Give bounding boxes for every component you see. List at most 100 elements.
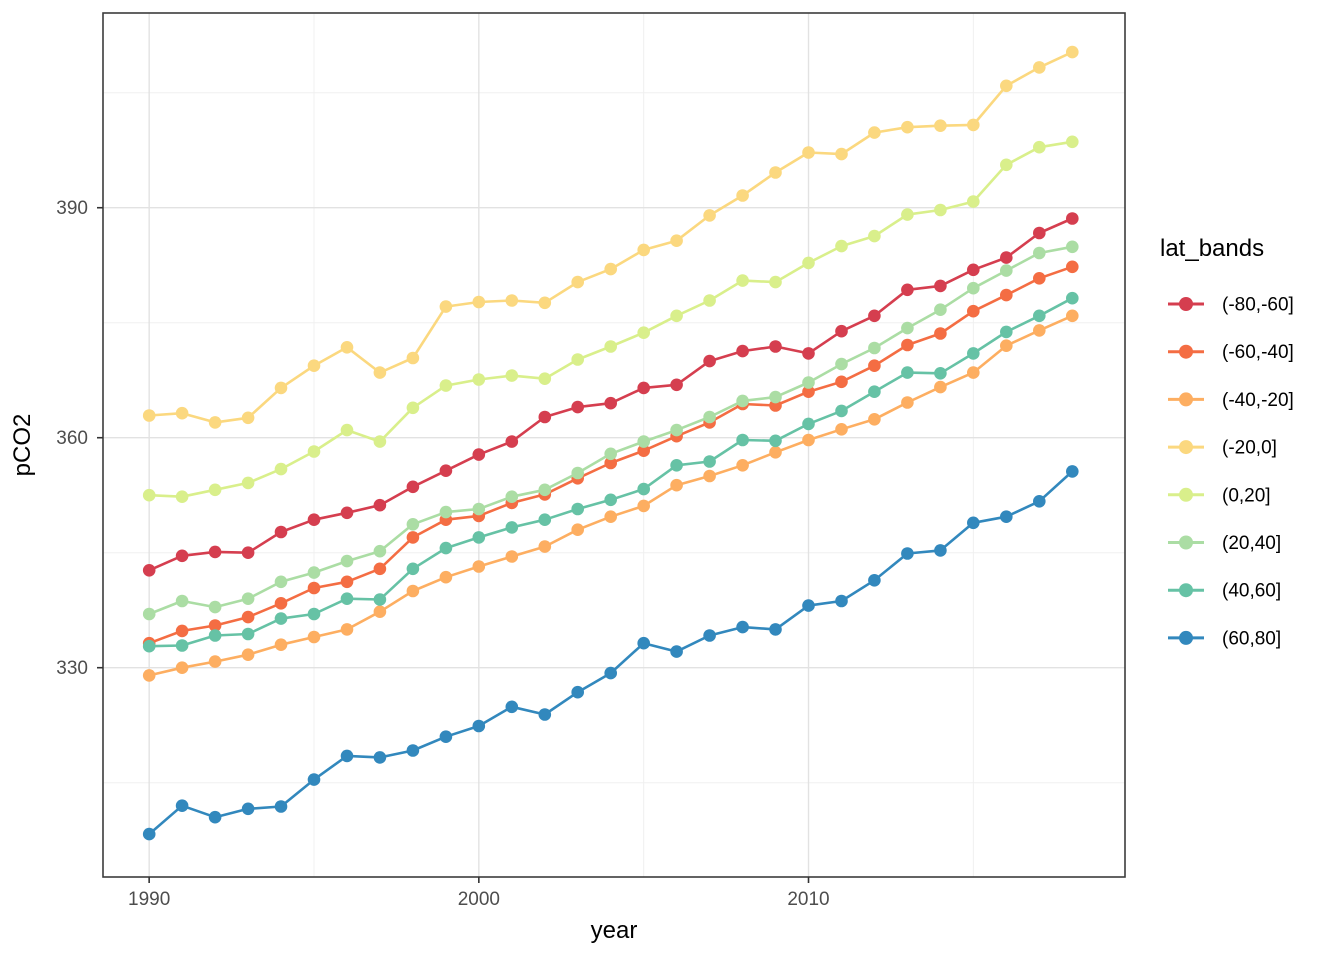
data-point [142,669,156,682]
data-point [736,433,749,447]
data-point [571,502,584,516]
data-point [538,372,552,386]
data-point [901,208,914,221]
data-point [1033,246,1046,260]
chart-generated-layers: 330 360 390 1990 2000 2010 (-80,-60] (-60,-40] (… [56,12,1294,910]
legend-key-point [1179,487,1193,502]
data-point [967,263,980,277]
data-point [604,666,617,680]
data-point [670,423,683,437]
legend-item-label: (60,80] [1222,628,1281,649]
data-point [1033,309,1046,323]
data-point [340,623,354,636]
legend-item-label: (0,20] [1222,485,1271,506]
data-point [175,406,189,420]
data-point [703,455,716,468]
data-point [1066,240,1079,254]
data-point [769,275,782,289]
data-point [703,410,716,424]
data-point [934,203,947,217]
legend-item-label: (-60,-40] [1222,342,1294,363]
plot-panel [103,13,1125,877]
data-point [406,562,420,576]
legend-item-label: (40,60] [1222,581,1281,602]
data-point [835,423,848,436]
x-tick-label: 1990 [128,889,170,910]
data-point [901,366,914,379]
data-point [604,456,617,470]
data-point [406,531,420,544]
data-point [1066,45,1079,59]
data-point [274,800,288,813]
data-point [274,638,288,651]
data-point [571,275,584,289]
data-point [1033,495,1046,508]
data-point [637,444,650,458]
data-point [373,366,387,379]
data-point [406,480,420,494]
data-point [472,373,486,386]
data-point [835,404,848,418]
data-point [439,730,453,743]
data-point [472,448,486,461]
data-point [901,547,914,560]
data-point [769,434,782,448]
data-point [934,544,947,557]
data-point [637,326,650,340]
data-point [175,624,189,638]
data-point [1000,79,1013,93]
data-point [307,581,321,595]
x-axis-title: year [591,917,638,944]
data-point [868,359,881,373]
data-point [274,575,288,589]
data-point [670,309,683,323]
data-point [340,554,354,568]
data-point [835,147,848,161]
data-point [967,281,980,295]
data-point [307,773,321,786]
data-point [1000,510,1013,523]
data-point [802,385,815,399]
data-point [571,523,584,536]
data-point [703,294,716,307]
data-point [868,413,881,426]
data-point [703,629,716,642]
data-point [1000,251,1013,264]
data-point [175,490,189,504]
data-point [802,146,815,159]
data-point [1033,272,1046,285]
data-point [835,239,848,253]
data-point [340,749,354,763]
y-tick-label: 330 [56,658,88,679]
data-point [241,627,255,641]
data-point [967,195,980,208]
data-point [505,369,519,382]
data-point [604,340,617,353]
data-point [505,490,519,504]
data-point [439,300,453,313]
data-point [1000,288,1013,302]
y-axis-title: pCO2 [9,414,36,477]
data-point [340,341,354,354]
legend-key-point [1179,392,1193,407]
data-point [1000,339,1013,353]
data-point [208,655,222,668]
data-point [373,498,387,512]
x-tick-label: 2010 [787,889,829,910]
data-point [373,605,387,618]
data-point [373,751,387,764]
data-point [538,513,552,526]
data-point [307,445,321,458]
data-point [868,341,881,355]
data-point [439,379,453,392]
data-point [373,562,387,576]
data-point [736,274,749,287]
data-point [241,610,255,624]
data-point [538,708,552,721]
data-point [373,544,387,558]
data-point [406,401,420,415]
data-point [835,375,848,389]
data-point [274,381,288,395]
data-point [967,304,980,318]
